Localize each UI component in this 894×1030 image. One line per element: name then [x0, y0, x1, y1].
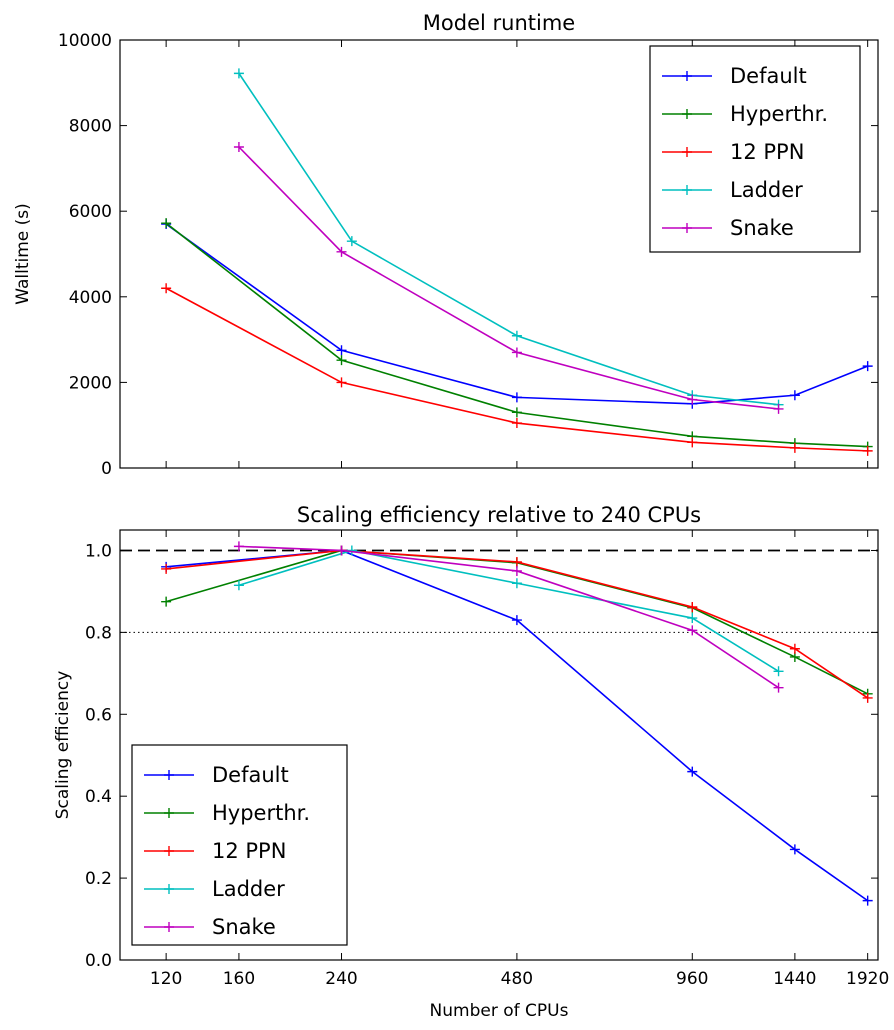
data-point-default: [789, 390, 800, 401]
data-point-default: [511, 392, 522, 403]
chart-title: Scaling efficiency relative to 240 CPUs: [297, 503, 701, 527]
data-point-snake: [511, 565, 522, 576]
runtime-panel: Model runtime Walltime (s) 0 2000 4000 6000 80…: [13, 11, 879, 479]
data-point-12-ppn: [789, 442, 800, 453]
legend-label-12-ppn: 12 PPN: [730, 140, 804, 164]
y-tick-label: 4000: [69, 288, 112, 308]
efficiency-panel: Scaling efficiency relative to 240 CPUs S…: [53, 503, 889, 1021]
legend-marker-12-ppn: [682, 147, 692, 157]
data-point-default: [687, 766, 698, 777]
data-point-12-ppn: [511, 418, 522, 429]
x-tick-label: 480: [501, 969, 533, 989]
data-point-snake: [687, 394, 698, 405]
data-point-snake: [233, 541, 244, 552]
legend-marker-default: [164, 770, 174, 780]
series-line-hyperthr: [165, 222, 868, 448]
x-tick-label: 1920: [846, 969, 889, 989]
data-point-12-ppn: [687, 601, 698, 612]
data-point-snake: [511, 347, 522, 358]
legend-label-snake: Snake: [730, 216, 794, 240]
y-tick-label: 10000: [58, 31, 112, 51]
data-point-snake: [687, 625, 698, 636]
y-tick-label: 2000: [69, 373, 112, 393]
y-tick-label: 0.8: [85, 623, 112, 643]
x-tick-label: 960: [676, 969, 708, 989]
data-point-12-ppn: [336, 377, 347, 388]
data-point-ladder: [233, 68, 244, 79]
x-axis-label: Number of CPUs: [430, 1001, 569, 1021]
data-point-default: [511, 615, 522, 626]
data-point-12-ppn: [511, 556, 522, 567]
data-point-default: [862, 895, 873, 906]
data-point-hyperthr: [161, 218, 172, 229]
legend-label-snake: Snake: [212, 915, 276, 939]
data-point-ladder: [346, 545, 357, 556]
legend-marker-hyperthr: [682, 109, 692, 119]
data-point-12-ppn: [161, 283, 172, 294]
legend-marker-ladder: [682, 185, 692, 195]
legend-label-default: Default: [730, 64, 807, 88]
x-tick-label: 1440: [773, 969, 816, 989]
legend-marker-ladder: [164, 884, 174, 894]
legend-box: [649, 45, 861, 253]
plot-frame: [119, 39, 879, 469]
data-point-12-ppn: [862, 692, 873, 703]
data-point-snake: [336, 545, 347, 556]
data-point-snake: [233, 142, 244, 152]
data-point-12-ppn: [789, 643, 800, 654]
data-point-ladder: [346, 236, 357, 247]
data-point-ladder: [511, 330, 522, 341]
legend-marker-hyperthr: [164, 808, 174, 818]
y-tick-label: 0.4: [85, 787, 112, 807]
legend-box: [131, 744, 348, 946]
legend-label-hyperthr: Hyperthr.: [730, 102, 828, 126]
chart-title: Model runtime: [423, 11, 575, 35]
data-point-ladder: [233, 580, 244, 591]
legend-marker-12-ppn: [164, 846, 174, 856]
data-point-default: [336, 345, 347, 356]
data-point-hyperthr: [511, 407, 522, 418]
y-tick-label: 1.0: [85, 541, 112, 561]
data-point-hyperthr: [161, 596, 172, 607]
y-tick-label: 6000: [69, 202, 112, 222]
legend-label-default: Default: [212, 763, 289, 787]
data-point-default: [789, 844, 800, 855]
plot-frame: [119, 529, 879, 961]
data-point-hyperthr: [336, 355, 347, 366]
series-line-default: [165, 223, 868, 405]
x-tick-label: 160: [223, 969, 255, 989]
y-tick-label: 8000: [69, 117, 112, 137]
data-point-12-ppn: [161, 563, 172, 574]
legend-label-ladder: Ladder: [212, 877, 285, 901]
legend-marker-snake: [164, 922, 174, 932]
series-line-12-ppn: [165, 287, 868, 452]
legend-marker-snake: [682, 223, 692, 233]
y-tick-label: 0.0: [85, 951, 112, 971]
legend-label-12-ppn: 12 PPN: [212, 839, 286, 863]
data-point-ladder: [773, 666, 784, 677]
data-point-snake: [773, 682, 784, 693]
data-point-12-ppn: [687, 437, 698, 448]
y-axis-label: Scaling efficiency: [53, 671, 73, 820]
legend-label-ladder: Ladder: [730, 178, 803, 202]
legend-marker-default: [682, 71, 692, 81]
y-axis-label: Walltime (s): [13, 203, 33, 305]
x-tick-label: 240: [325, 969, 357, 989]
y-tick-label: 0.6: [85, 705, 112, 725]
y-tick-label: 0: [101, 459, 112, 479]
series-line-12-ppn: [166, 549, 869, 699]
data-point-snake: [773, 403, 784, 414]
y-tick-label: 0.2: [85, 869, 112, 889]
data-point-ladder: [511, 578, 522, 589]
data-point-12-ppn: [862, 445, 873, 456]
data-point-ladder: [687, 613, 698, 624]
data-point-snake: [336, 246, 347, 257]
data-point-default: [862, 361, 873, 372]
x-tick-label: 120: [150, 969, 182, 989]
legend-label-hyperthr: Hyperthr.: [212, 801, 310, 825]
